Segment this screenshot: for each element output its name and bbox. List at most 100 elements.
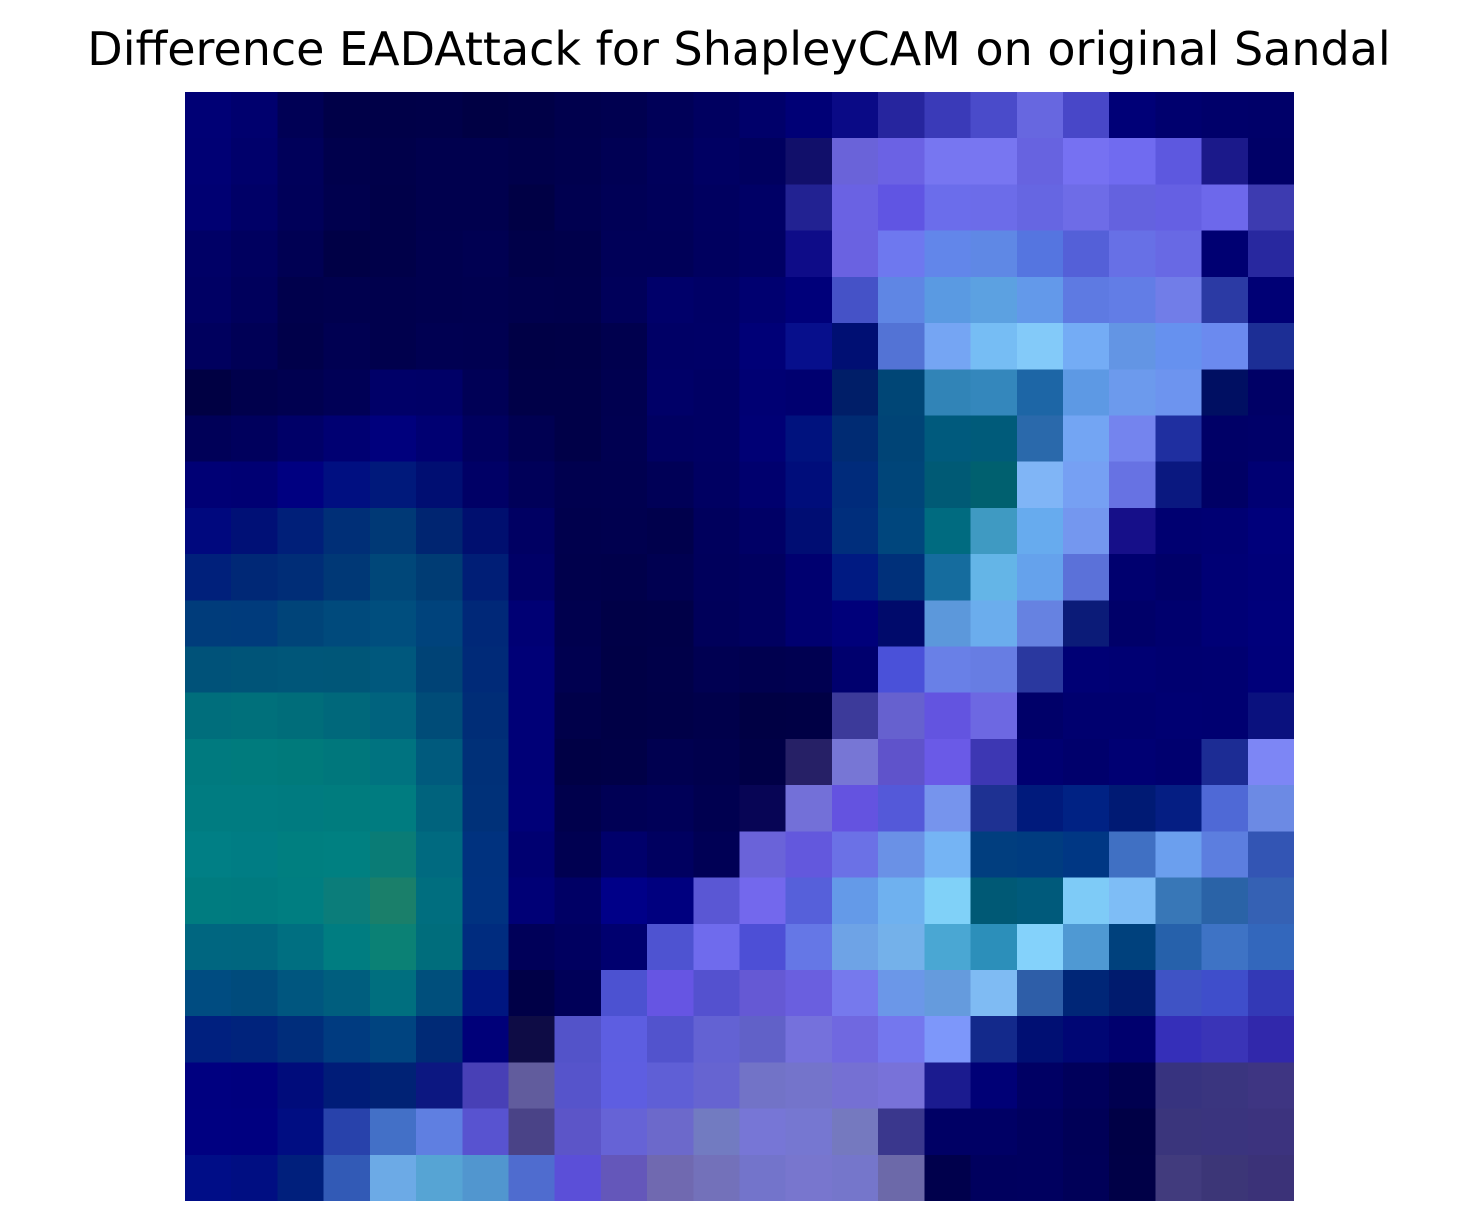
heatmap-cell bbox=[231, 554, 279, 602]
heatmap-cell bbox=[508, 415, 556, 463]
heatmap-cell bbox=[1155, 1016, 1203, 1064]
heatmap-cell bbox=[1062, 1154, 1111, 1201]
heatmap-cell bbox=[831, 507, 880, 556]
heatmap-cell bbox=[231, 1154, 279, 1201]
heatmap-cell bbox=[1016, 1062, 1064, 1110]
heatmap-cell bbox=[1155, 415, 1203, 463]
heatmap-cell bbox=[785, 1108, 833, 1156]
heatmap-cell bbox=[185, 877, 233, 925]
heatmap-cell bbox=[1201, 646, 1249, 694]
heatmap-cell bbox=[739, 831, 787, 879]
heatmap-cell bbox=[369, 507, 417, 556]
heatmap-cell bbox=[554, 923, 602, 971]
heatmap-cell bbox=[600, 184, 649, 232]
heatmap-cell bbox=[231, 785, 279, 833]
heatmap-cell bbox=[1155, 323, 1203, 371]
heatmap-cell bbox=[416, 785, 464, 833]
heatmap-cell bbox=[1062, 1062, 1111, 1110]
heatmap-cell bbox=[693, 415, 741, 463]
heatmap-cell bbox=[1247, 969, 1294, 1018]
heatmap-cell bbox=[554, 831, 602, 879]
heatmap-cell bbox=[924, 877, 972, 925]
heatmap-cell bbox=[878, 184, 926, 232]
heatmap-cell bbox=[1062, 877, 1111, 925]
heatmap-cell bbox=[369, 1154, 417, 1201]
heatmap-cell bbox=[970, 646, 1018, 694]
heatmap-cell bbox=[1247, 692, 1294, 740]
heatmap-cell bbox=[277, 230, 325, 278]
heatmap-cell bbox=[693, 1108, 741, 1156]
heatmap-cell bbox=[970, 923, 1018, 971]
heatmap-cell bbox=[416, 877, 464, 925]
heatmap-cell bbox=[462, 1062, 510, 1110]
heatmap-cell bbox=[185, 969, 233, 1018]
heatmap-cell bbox=[1062, 1016, 1111, 1064]
heatmap-cell bbox=[970, 230, 1018, 278]
heatmap-cell bbox=[831, 785, 880, 833]
heatmap-cell bbox=[462, 92, 510, 140]
heatmap-cell bbox=[185, 1062, 233, 1110]
heatmap-cell bbox=[323, 230, 371, 278]
heatmap-cell bbox=[785, 692, 833, 740]
heatmap-cell bbox=[970, 415, 1018, 463]
heatmap-cell bbox=[739, 923, 787, 971]
heatmap-cell bbox=[185, 507, 233, 556]
heatmap-cell bbox=[600, 323, 649, 371]
heatmap-cell bbox=[647, 831, 695, 879]
heatmap-cell bbox=[693, 877, 741, 925]
heatmap-cell bbox=[1109, 831, 1157, 879]
heatmap-cell bbox=[323, 877, 371, 925]
heatmap-cell bbox=[185, 415, 233, 463]
heatmap-cell bbox=[231, 831, 279, 879]
heatmap-cell bbox=[970, 276, 1018, 324]
heatmap-cell bbox=[970, 600, 1018, 648]
heatmap-cell bbox=[739, 323, 787, 371]
heatmap-cell bbox=[1062, 554, 1111, 602]
heatmap-cell bbox=[739, 1016, 787, 1064]
heatmap-cell bbox=[970, 877, 1018, 925]
heatmap-cell bbox=[554, 646, 602, 694]
heatmap-cell bbox=[878, 92, 926, 140]
heatmap-cell bbox=[1247, 646, 1294, 694]
heatmap-cell bbox=[1155, 276, 1203, 324]
heatmap-cell bbox=[878, 323, 926, 371]
heatmap-cell bbox=[323, 184, 371, 232]
heatmap-cell bbox=[647, 92, 695, 140]
heatmap-cell bbox=[1109, 923, 1157, 971]
heatmap-cell bbox=[647, 230, 695, 278]
heatmap-cell bbox=[831, 831, 880, 879]
heatmap-cell bbox=[970, 369, 1018, 417]
heatmap-cell bbox=[277, 276, 325, 324]
heatmap-cell bbox=[508, 1154, 556, 1201]
heatmap-cell bbox=[924, 507, 972, 556]
heatmap-cell bbox=[369, 184, 417, 232]
heatmap-cell bbox=[924, 323, 972, 371]
heatmap-cell bbox=[416, 230, 464, 278]
heatmap-cell bbox=[1201, 923, 1249, 971]
heatmap-cell bbox=[647, 461, 695, 509]
heatmap-cell bbox=[1247, 415, 1294, 463]
heatmap-cell bbox=[831, 461, 880, 509]
heatmap-cell bbox=[1201, 323, 1249, 371]
heatmap-cell bbox=[831, 600, 880, 648]
heatmap-cell bbox=[554, 785, 602, 833]
heatmap-cell bbox=[1247, 276, 1294, 324]
heatmap-cell bbox=[1016, 646, 1064, 694]
heatmap-cell bbox=[277, 554, 325, 602]
heatmap-cell bbox=[369, 923, 417, 971]
heatmap-image bbox=[185, 92, 1294, 1201]
heatmap-cell bbox=[416, 692, 464, 740]
heatmap-cell bbox=[231, 276, 279, 324]
heatmap-cell bbox=[1109, 554, 1157, 602]
heatmap-cell bbox=[647, 1016, 695, 1064]
heatmap-cell bbox=[693, 461, 741, 509]
heatmap-cell bbox=[739, 692, 787, 740]
heatmap-cell bbox=[462, 831, 510, 879]
heatmap-cell bbox=[185, 738, 233, 787]
heatmap-cell bbox=[878, 646, 926, 694]
heatmap-cell bbox=[508, 877, 556, 925]
heatmap-cell bbox=[554, 415, 602, 463]
heatmap-cell bbox=[231, 369, 279, 417]
heatmap-cell bbox=[185, 276, 233, 324]
heatmap-cell bbox=[1016, 184, 1064, 232]
